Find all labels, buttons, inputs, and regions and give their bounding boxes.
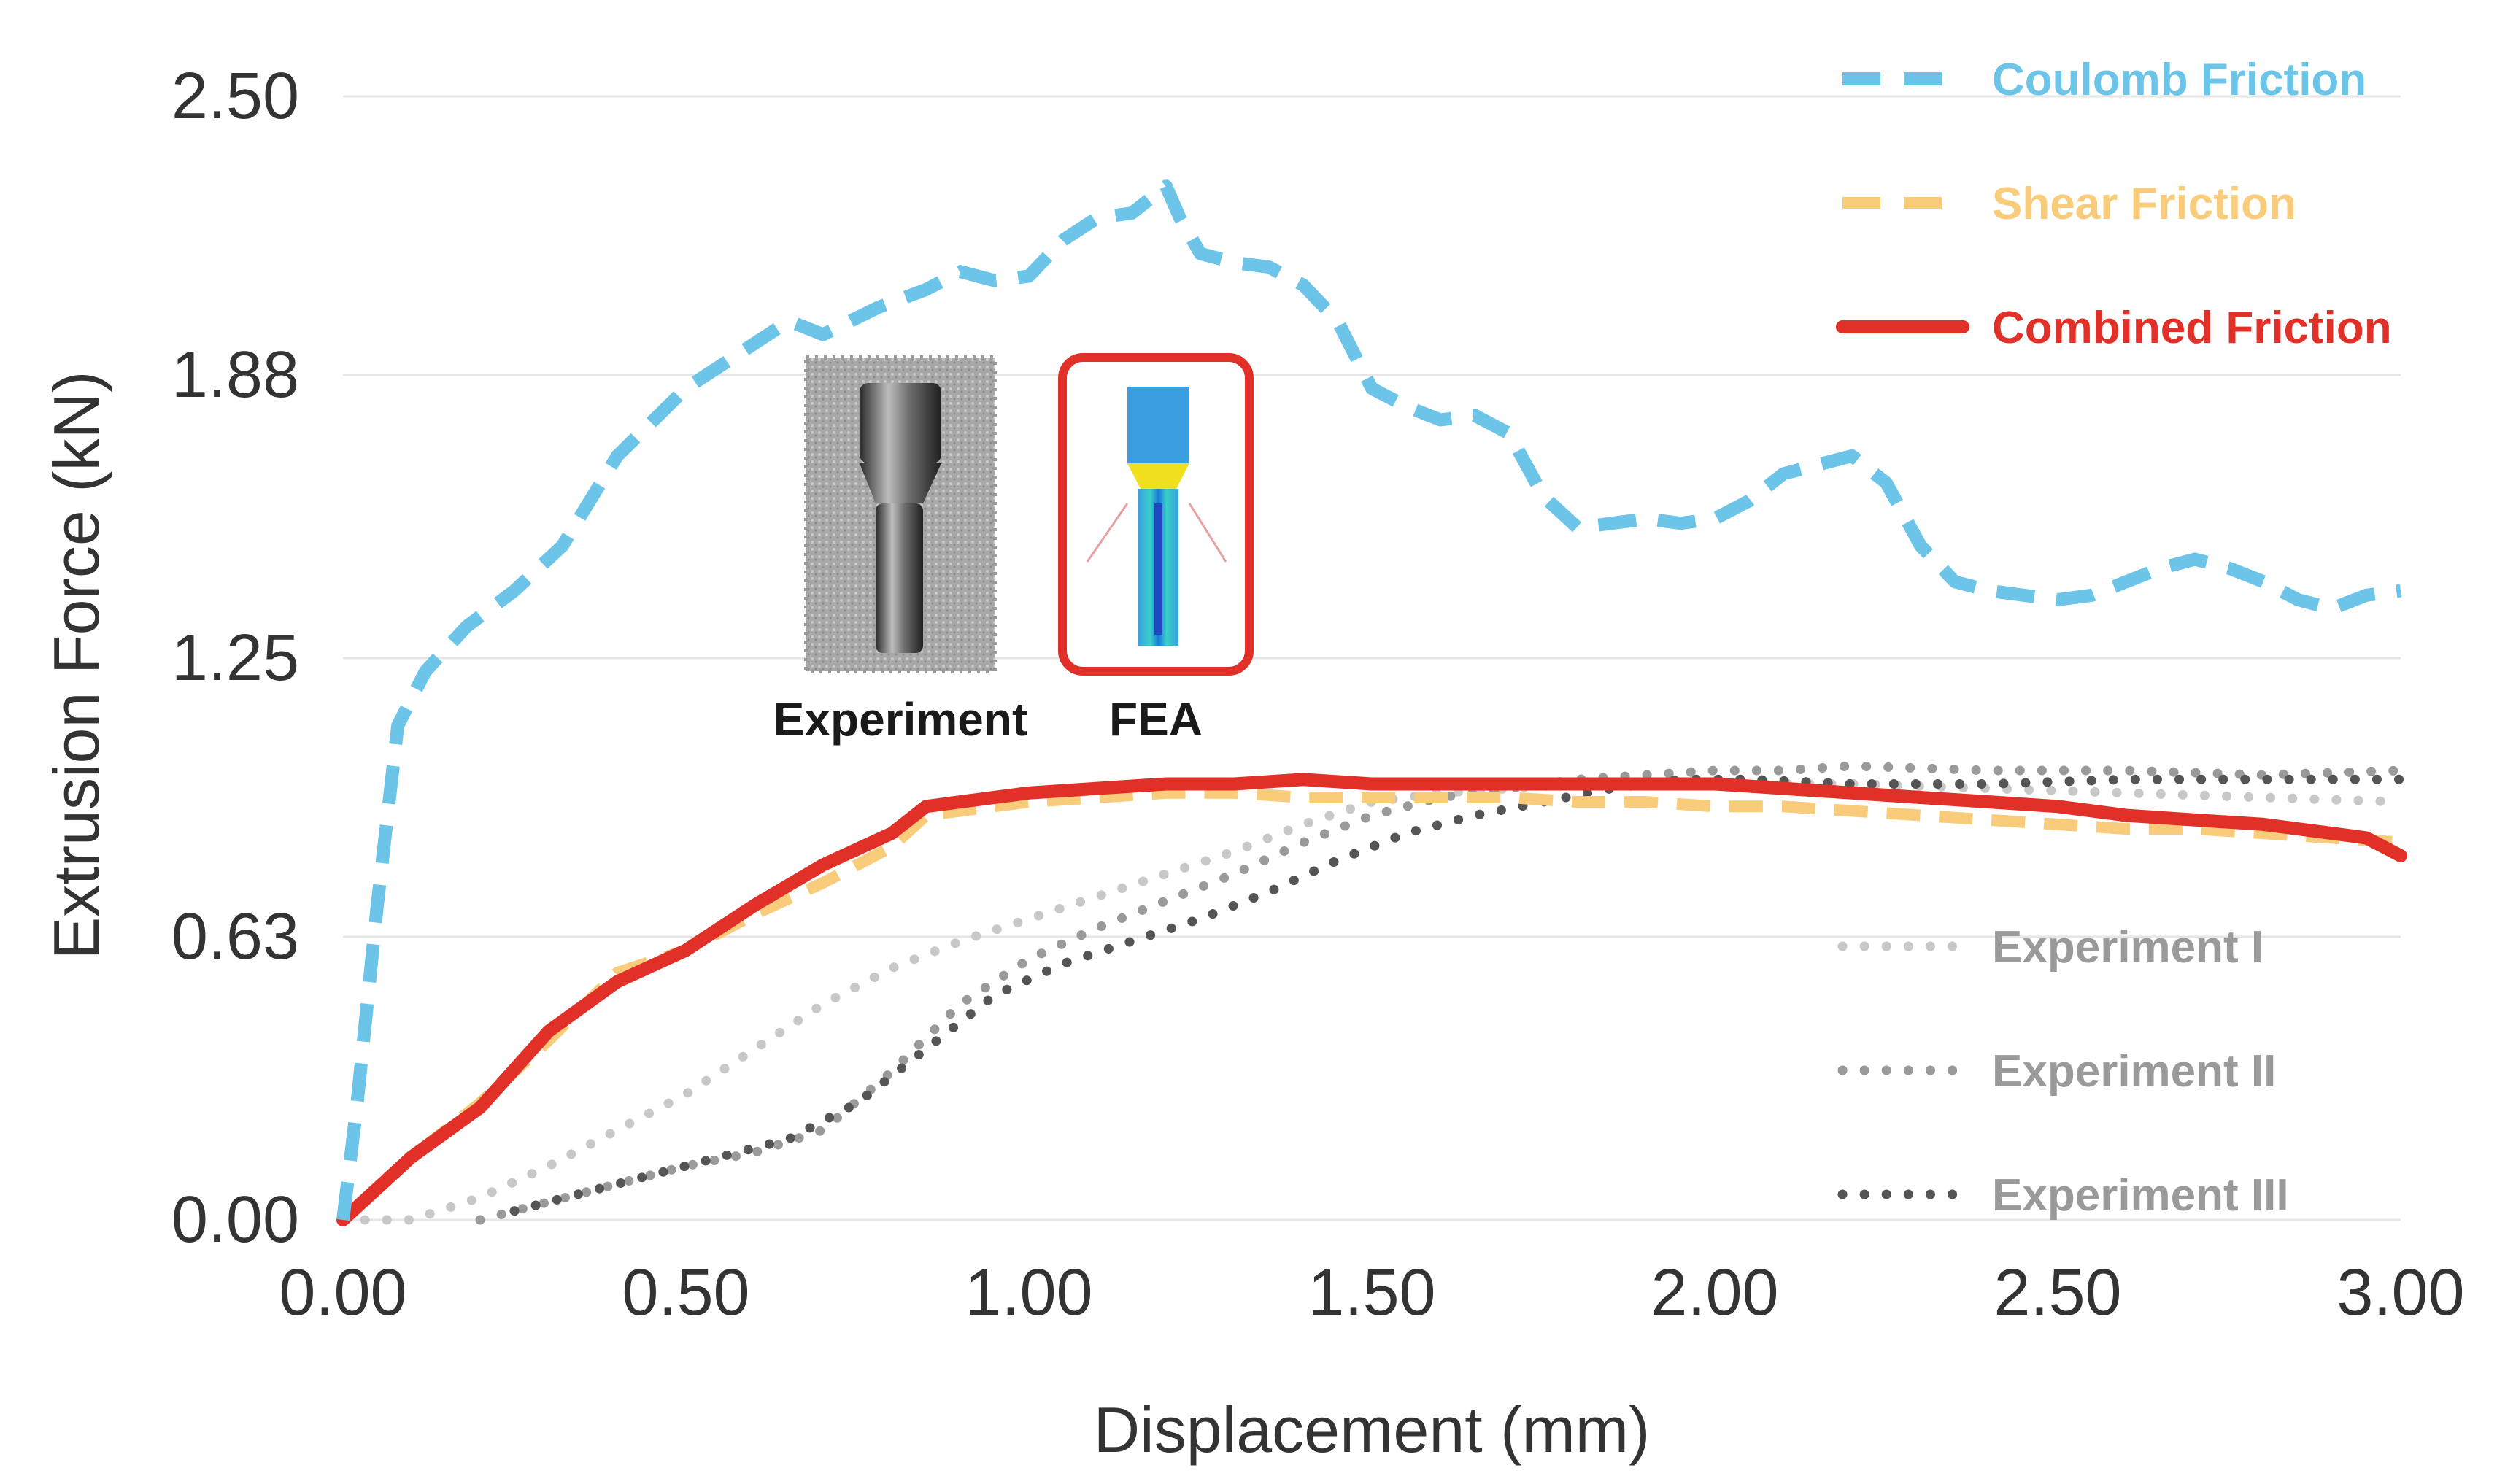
gridlines [343, 95, 2401, 1221]
legend-label-combined-friction: Combined Friction [1992, 303, 2392, 353]
y-axis-title: Extrusion Force (kN) [40, 371, 112, 960]
x-tick-label: 3.00 [2336, 1256, 2464, 1329]
y-tick-label: 0.00 [171, 1183, 299, 1256]
series-line-experiment-iii [509, 774, 2406, 1216]
x-tick-label: 1.00 [965, 1256, 1092, 1329]
experiment-rod-body [876, 503, 923, 653]
experiment-inset: Experiment [773, 355, 1028, 746]
legend-label-shear-friction: Shear Friction [1992, 179, 2296, 229]
x-tick-label: 1.50 [1308, 1256, 1435, 1329]
series-line-combined-friction [336, 773, 2407, 1226]
series-line-coulomb-friction [336, 179, 2402, 1221]
fea-inset-label: FEA [1109, 693, 1203, 746]
x-axis-title: Displacement (mm) [1094, 1394, 1651, 1466]
fea-deformation-zone [1127, 463, 1189, 489]
experiment-rod-taper [860, 463, 941, 503]
legend-label-coulomb-friction: Coulomb Friction [1992, 55, 2366, 105]
axes: 0.00 0.63 1.25 1.88 2.50 0.00 0.50 1.00 1.50 2.00… [40, 60, 2465, 1466]
y-tick-label: 0.63 [171, 900, 299, 973]
fea-die-outline [1086, 503, 1227, 563]
y-tick-label: 2.50 [171, 60, 299, 133]
x-tick-label: 2.50 [1994, 1256, 2121, 1329]
legend: Coulomb Friction Shear Friction Combined F… [1836, 55, 2392, 1221]
x-tick-label: 0.00 [279, 1256, 406, 1329]
experiment-inset-label: Experiment [773, 693, 1028, 746]
series-lines [336, 179, 2407, 1226]
x-tick-label: 2.00 [1651, 1256, 1778, 1329]
legend-label-experiment-i: Experiment I [1992, 922, 2263, 973]
y-tick-label: 1.25 [171, 622, 299, 695]
y-tick-label: 1.88 [171, 339, 299, 411]
legend-label-experiment-iii: Experiment III [1992, 1170, 2289, 1221]
fea-inset: FEA [1058, 353, 1254, 746]
fea-stress-band [1154, 503, 1162, 635]
legend-label-experiment-ii: Experiment II [1992, 1046, 2276, 1097]
fea-billet [1127, 387, 1189, 463]
experiment-rod-head [860, 383, 941, 463]
series-line-experiment-ii [475, 761, 2406, 1225]
x-tick-label: 0.50 [622, 1256, 749, 1329]
series-line-shear-friction [339, 787, 2401, 1224]
